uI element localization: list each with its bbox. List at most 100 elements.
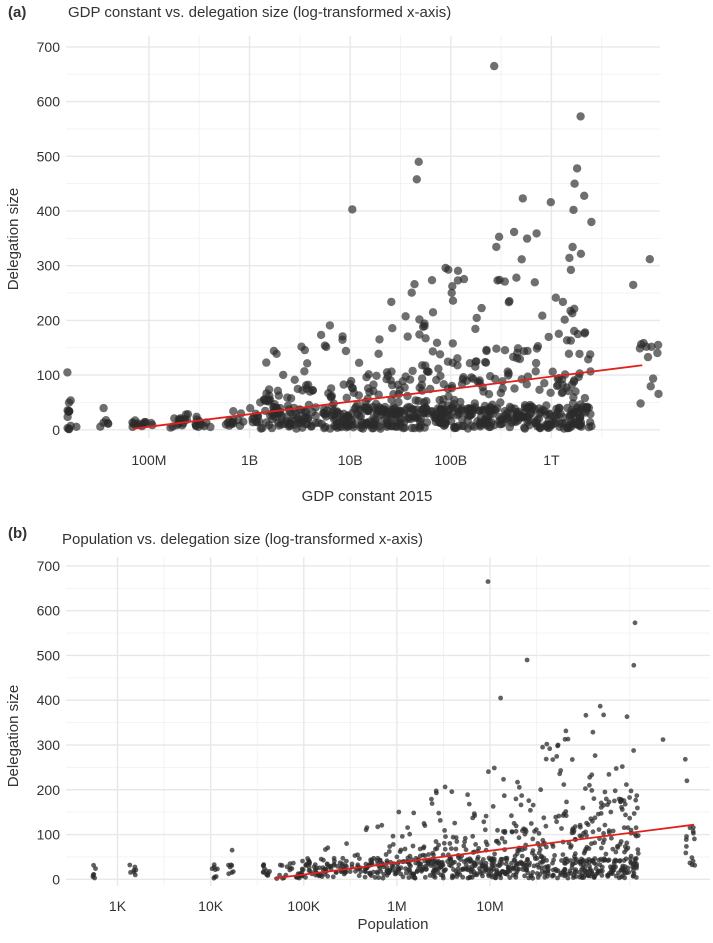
panel-a-data-point — [449, 404, 458, 413]
panel-b-data-point — [613, 766, 619, 771]
panel-b-data-point — [561, 873, 567, 879]
panel-a-data-point — [532, 344, 542, 353]
panel-b-data-point — [450, 874, 456, 879]
panel-a-data-point — [495, 275, 504, 285]
panel-a-data-point — [587, 217, 596, 227]
panel-b-data-point — [558, 768, 564, 773]
panel-a-data-point — [629, 280, 638, 290]
panel-b-data-point — [590, 729, 596, 735]
panel-b-data-point — [633, 797, 639, 803]
panel-b-data-point — [211, 864, 217, 870]
panel-b-data-point — [487, 857, 493, 863]
panel-b-data-point — [602, 789, 608, 795]
panel-b-data-point — [349, 861, 355, 867]
panel-b-data-point — [307, 861, 312, 867]
panel-b-data-point — [429, 801, 435, 806]
panel-b-data-point — [584, 820, 589, 826]
panel-b-data-point — [497, 859, 503, 865]
panel-a-trend-line — [133, 364, 643, 430]
panel-b-data-point — [453, 846, 459, 852]
panel-b-data-point — [530, 870, 536, 875]
panel-b-data-point — [503, 870, 509, 876]
panel-a-data-point — [329, 406, 339, 416]
panel-b-data-point — [431, 852, 436, 858]
panel-b-data-point — [543, 756, 549, 762]
panel-b-data-point — [378, 868, 384, 874]
panel-a-data-point — [432, 338, 442, 347]
panel-a-data-point — [229, 407, 238, 416]
panel-b-data-point — [474, 872, 480, 878]
panel-b-data-point — [572, 868, 578, 874]
panel-b-data-point — [331, 861, 337, 867]
panel-b-data-point — [529, 850, 535, 856]
panel-b-data-point — [624, 714, 630, 720]
panel-b-data-point — [374, 858, 380, 863]
panel-b-data-point — [631, 662, 637, 668]
panel-a-data-point — [646, 382, 655, 391]
panel-b-data-point — [605, 858, 611, 863]
panel-a-data-point — [255, 417, 264, 426]
panel-a-data-point — [463, 424, 473, 433]
panel-a-data-point — [380, 402, 390, 412]
panel-b-data-point — [486, 769, 491, 775]
panel-a-data-point — [375, 335, 384, 344]
panel-b-data-point — [491, 765, 497, 771]
panel-a-data-point — [518, 194, 527, 203]
panel-a-data-point — [487, 404, 496, 413]
panel-b-data-point — [461, 843, 467, 849]
panel-a-data-point — [416, 414, 425, 423]
panel-a-data-point — [569, 393, 578, 402]
panel-b-x-tick-label: 1M — [387, 898, 406, 914]
panel-b-data-point — [539, 865, 545, 870]
panel-b-data-point — [592, 753, 598, 758]
panel-b-data-point — [287, 861, 293, 867]
panel-b-data-point — [387, 844, 393, 849]
panel-a-data-point — [99, 403, 108, 413]
panel-a-data-point — [412, 175, 421, 184]
panel-a-data-point — [471, 324, 480, 334]
panel-b-data-point — [501, 793, 507, 799]
panel-a-data-point — [492, 344, 501, 353]
panel-a-x-tick-label: 100B — [434, 452, 467, 468]
panel-a-data-point — [546, 388, 555, 397]
panel-a-data-point — [575, 349, 584, 359]
panel-b-data-point — [494, 838, 500, 844]
panel-b-data-point — [454, 839, 460, 844]
panel-a-data-point — [274, 391, 283, 400]
panel-a-data-point — [130, 416, 140, 425]
panel-b-data-point — [344, 841, 349, 846]
panel-a-data-point — [394, 397, 403, 407]
panel-b-data-point — [469, 864, 475, 869]
panel-a-data-point — [447, 288, 456, 297]
panel-a-data-point — [412, 405, 422, 414]
panel-b-data-point — [261, 870, 267, 875]
panel-a-data-point — [316, 330, 326, 340]
panel-a-data-point — [399, 424, 408, 433]
panel-b-data-point — [90, 872, 96, 878]
panel-b-data-point — [583, 829, 588, 835]
panel-b-data-point — [546, 863, 551, 869]
panel-a-data-point — [565, 253, 574, 263]
panel-b-data-point — [466, 801, 472, 807]
panel-a-data-point — [427, 407, 436, 416]
panel-a-data-point — [304, 414, 313, 423]
panel-b-data-point — [582, 864, 588, 870]
panel-b-data-point — [328, 863, 333, 869]
panel-b-data-point — [526, 798, 532, 804]
panel-b-data-point — [462, 839, 467, 845]
panel-b-data-point — [528, 821, 534, 826]
panel-a-data-point — [569, 205, 578, 215]
panel-b-data-point — [563, 861, 568, 866]
panel-a-data-point — [325, 321, 335, 330]
panel-a-data-point — [531, 417, 540, 426]
panel-b-data-point — [509, 829, 515, 834]
panel-b-y-tick-label: 600 — [37, 603, 61, 619]
panel-b-data-point — [535, 875, 541, 880]
panel-b-data-point — [623, 812, 628, 818]
panel-b-data-point — [417, 853, 423, 859]
panel-b-data-point — [501, 776, 506, 782]
panel-b-data-point — [513, 874, 519, 880]
panel-a-data-point — [569, 408, 578, 417]
panel-b-data-point — [423, 867, 429, 872]
